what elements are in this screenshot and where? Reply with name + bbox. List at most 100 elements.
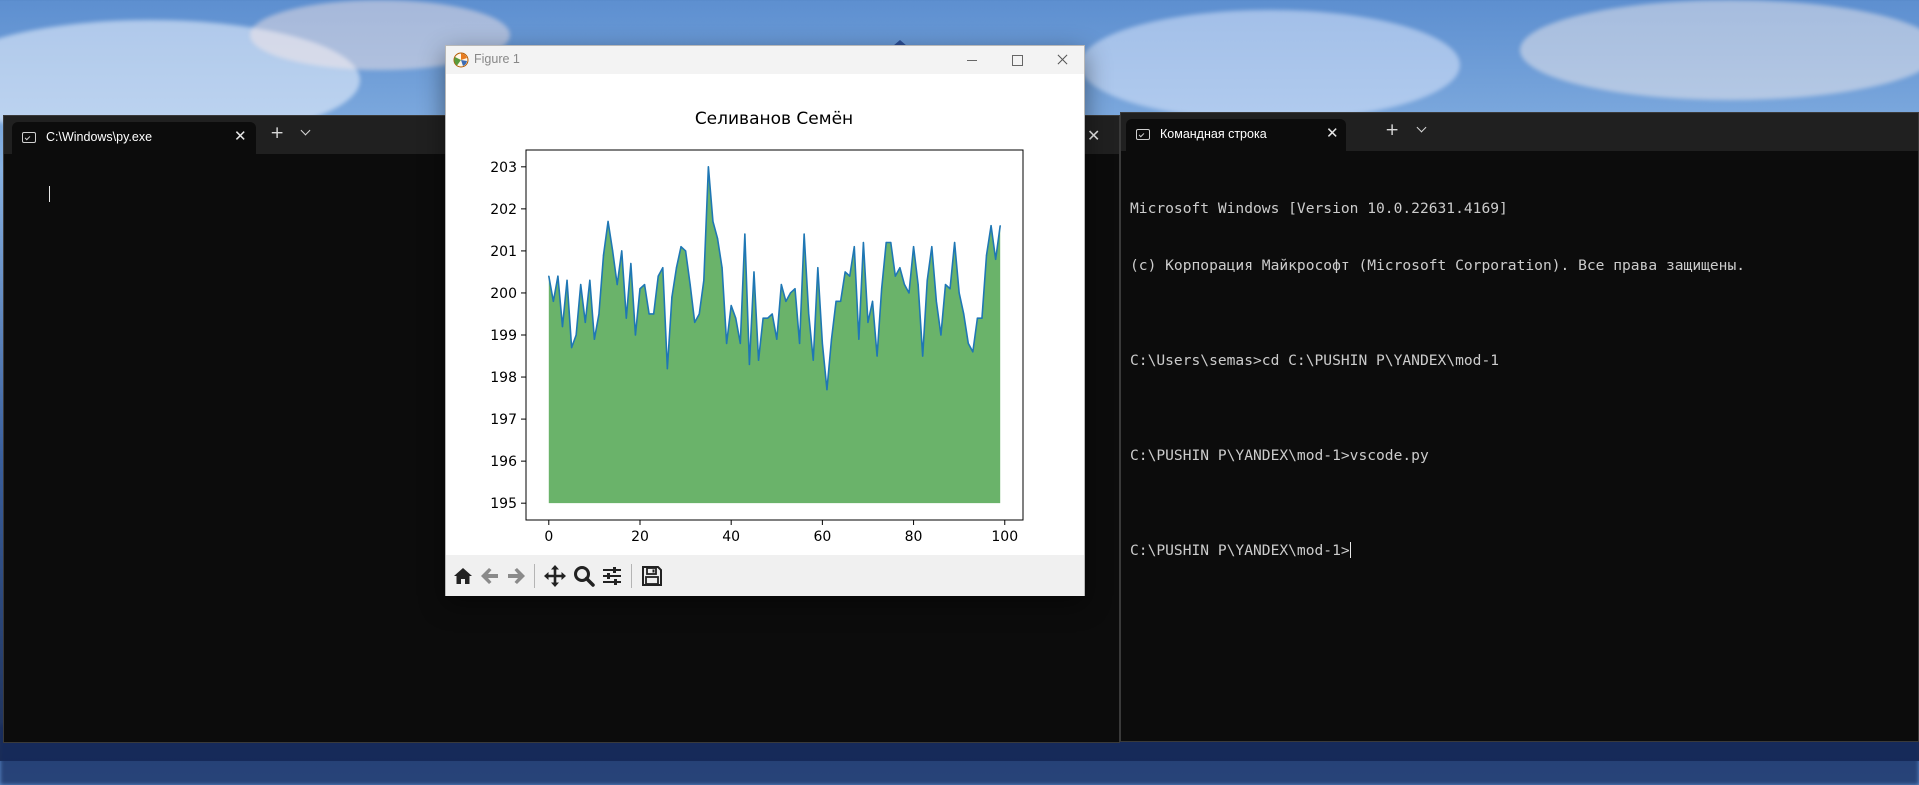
data-point xyxy=(903,283,906,286)
data-point xyxy=(894,275,896,277)
data-point xyxy=(858,338,860,340)
save-icon[interactable] xyxy=(640,564,664,588)
maximize-button[interactable] xyxy=(995,46,1039,74)
data-point xyxy=(698,313,700,315)
data-point xyxy=(571,347,573,349)
wallpaper-cloud xyxy=(1080,10,1460,120)
console-output[interactable] xyxy=(14,166,51,223)
data-point xyxy=(976,317,979,319)
data-point xyxy=(817,267,819,269)
y-tick-label: 196 xyxy=(490,454,517,470)
tab-title: C:\Windows\py.exe xyxy=(46,130,153,144)
data-point xyxy=(990,225,992,227)
data-point xyxy=(584,321,586,323)
toolbar-separator xyxy=(534,564,535,588)
data-point xyxy=(762,317,764,319)
data-point xyxy=(958,292,960,294)
data-point xyxy=(575,334,577,336)
console-prompt-line: C:\PUSHIN P\YANDEX\mod-1> xyxy=(1130,541,1745,560)
data-point xyxy=(940,334,942,336)
close-tab-icon[interactable]: ✕ xyxy=(1087,126,1101,145)
tab-title: Командная строка xyxy=(1160,127,1267,141)
data-point xyxy=(844,271,846,273)
chart-title: Селиванов Семён xyxy=(695,109,853,129)
terminal-tab[interactable]: Командная строка ✕ xyxy=(1126,119,1346,151)
data-point xyxy=(753,271,755,273)
data-point xyxy=(735,317,737,319)
home-icon[interactable] xyxy=(451,564,475,588)
data-point xyxy=(776,338,778,340)
data-point xyxy=(689,283,691,286)
data-point xyxy=(730,304,732,307)
data-point xyxy=(780,283,782,286)
data-point xyxy=(840,300,842,302)
data-point xyxy=(634,334,637,336)
data-point xyxy=(954,241,956,244)
data-point xyxy=(917,283,919,286)
chevron-down-icon[interactable] xyxy=(300,125,311,136)
close-window-button[interactable] xyxy=(1040,46,1084,74)
data-point xyxy=(885,241,887,244)
data-point xyxy=(922,355,924,357)
data-point xyxy=(972,351,974,353)
configure-subplots-icon[interactable] xyxy=(600,564,624,588)
pan-icon[interactable] xyxy=(543,564,567,588)
data-point xyxy=(712,220,714,223)
forward-arrow-icon[interactable] xyxy=(504,564,528,588)
data-point xyxy=(826,389,828,391)
console-output[interactable]: Microsoft Windows [Version 10.0.22631.41… xyxy=(1130,161,1745,598)
terminal-tab[interactable]: C:\Windows\py.exe ✕ xyxy=(12,122,256,154)
data-point xyxy=(675,267,678,269)
minimize-button[interactable] xyxy=(950,46,994,74)
zoom-icon[interactable] xyxy=(572,564,596,588)
figure-titlebar[interactable]: Figure 1 xyxy=(446,46,1084,74)
data-point xyxy=(789,292,792,294)
matplotlib-logo-icon xyxy=(453,52,469,68)
data-point xyxy=(580,283,582,286)
data-point xyxy=(657,275,659,277)
y-tick-label: 198 xyxy=(490,370,517,386)
data-point xyxy=(830,338,833,340)
data-point xyxy=(944,283,947,286)
new-tab-button[interactable]: + xyxy=(1385,120,1400,140)
close-tab-icon[interactable]: ✕ xyxy=(234,127,247,145)
data-point xyxy=(703,279,705,281)
back-arrow-icon[interactable] xyxy=(478,564,502,588)
console-line: C:\Users\semas>cd C:\PUSHIN P\YANDEX\mod… xyxy=(1130,352,1500,369)
data-point xyxy=(912,246,915,248)
figure-window[interactable]: Figure 1 Селиванов Семён 0 20 40 60 80 100 195… xyxy=(445,45,1085,596)
data-point xyxy=(926,279,928,281)
data-point xyxy=(671,296,673,298)
data-point xyxy=(625,317,627,319)
data-point xyxy=(931,246,933,248)
chart-canvas[interactable]: Селиванов Семён 0 20 40 60 80 100 195 196 197 198… xyxy=(446,74,1084,555)
x-tick-label: 100 xyxy=(991,529,1018,545)
console-line: C:\PUSHIN P\YANDEX\mod-1>vscode.py xyxy=(1130,447,1429,464)
data-point xyxy=(639,288,641,290)
terminal-icon xyxy=(1136,129,1150,140)
x-tick-label: 0 xyxy=(544,529,553,545)
data-point xyxy=(981,317,983,319)
data-point xyxy=(653,313,655,315)
chevron-down-icon[interactable] xyxy=(1416,122,1427,133)
data-point xyxy=(949,288,951,290)
wallpaper-cloud xyxy=(1520,0,1919,100)
data-point xyxy=(666,368,668,370)
data-point xyxy=(767,317,769,319)
close-tab-icon[interactable]: ✕ xyxy=(1326,124,1339,142)
data-point xyxy=(648,313,650,315)
data-point xyxy=(881,288,883,290)
x-tick-label: 60 xyxy=(813,529,831,545)
y-tick-label: 199 xyxy=(490,328,517,344)
data-point xyxy=(548,275,550,277)
data-point xyxy=(557,275,559,277)
text-cursor xyxy=(1349,542,1351,558)
data-point xyxy=(552,300,554,302)
toolbar-separator xyxy=(631,564,632,588)
data-point xyxy=(680,246,682,248)
y-tick-label: 203 xyxy=(490,160,517,176)
series-line xyxy=(548,166,1001,391)
data-point xyxy=(593,338,595,340)
new-tab-button[interactable]: + xyxy=(270,123,285,143)
right-terminal-window[interactable]: Командная строка ✕ + Microsoft Windows [… xyxy=(1120,112,1919,742)
